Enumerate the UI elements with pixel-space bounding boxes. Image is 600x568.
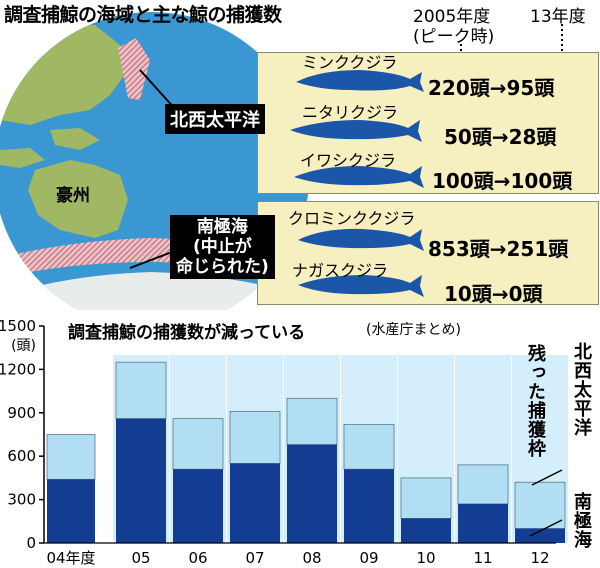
antarctic-bar bbox=[173, 469, 223, 543]
y-axis-unit: (頭) bbox=[11, 338, 36, 354]
catch-sei: 100頭→100頭 bbox=[432, 169, 573, 193]
antarctic-tag-line-1: 南極海 bbox=[196, 217, 248, 237]
map-label-australia: 豪州 bbox=[56, 186, 90, 206]
antarctic-bar bbox=[47, 479, 95, 543]
chart-title: 調査捕鯨の捕獲数が減っている bbox=[68, 323, 306, 343]
x-tick-label: 06 bbox=[188, 549, 207, 567]
chart-source: (水産庁まとめ) bbox=[366, 322, 461, 338]
catch-minke: 220頭→95頭 bbox=[428, 76, 555, 100]
x-tick-label: 07 bbox=[245, 549, 264, 567]
north-pacific-bar bbox=[115, 361, 167, 419]
x-tick-label: 10 bbox=[416, 549, 435, 567]
antarctic-bar bbox=[401, 518, 451, 543]
legend-north-pacific: 北西太平洋 bbox=[571, 342, 592, 437]
y-tick-label: 300 bbox=[7, 491, 36, 509]
antarctic-bar bbox=[230, 463, 280, 543]
north-pacific-bar bbox=[514, 481, 566, 529]
north-pacific-bar bbox=[457, 464, 509, 505]
x-tick-label: 05 bbox=[131, 549, 150, 567]
whale-name-brydes: ニタリクジラ bbox=[302, 103, 399, 122]
legend-pointer-np bbox=[531, 469, 563, 486]
north-pacific-bar bbox=[46, 434, 96, 480]
x-tick-label: 08 bbox=[302, 549, 321, 567]
north-pacific-bar bbox=[400, 477, 452, 519]
main-title: 調査捕鯨の海域と主な鯨の捕獲数 bbox=[4, 4, 282, 26]
x-tick-label: 11 bbox=[473, 549, 492, 567]
catch-antarctic-minke: 853頭→251頭 bbox=[428, 237, 569, 261]
north-pacific-bar bbox=[286, 397, 338, 446]
australia-land bbox=[28, 160, 128, 238]
y-tick-label: 900 bbox=[7, 404, 36, 422]
antarctic-bar bbox=[287, 444, 337, 543]
whale-name-fin: ナガスクジラ bbox=[292, 261, 389, 280]
y-tick-label: 0 bbox=[26, 534, 36, 552]
y-tick-label: 600 bbox=[7, 447, 36, 465]
year-header-from-note: (ピーク時) bbox=[413, 27, 495, 47]
north-pacific-zone bbox=[118, 38, 150, 100]
whale-name-sei: イワシクジラ bbox=[300, 151, 397, 170]
y-tick-label: 1500 bbox=[0, 317, 36, 335]
region-tag-antarctic: 南極海 (中止が 命じられた) bbox=[170, 215, 275, 279]
whale-name-minke: ミンククジラ bbox=[302, 53, 398, 72]
catch-fin: 10頭→0頭 bbox=[444, 282, 543, 306]
north-pacific-bar bbox=[172, 418, 224, 470]
antarctic-bar bbox=[458, 503, 508, 543]
legend-pointer-ant bbox=[529, 519, 563, 537]
north-pacific-bar bbox=[229, 410, 281, 464]
antarctic-bar bbox=[515, 528, 565, 543]
top-illustration bbox=[0, 12, 563, 310]
catch-brydes: 50頭→28頭 bbox=[444, 125, 557, 149]
x-tick-label: 09 bbox=[359, 549, 378, 567]
antarctic-bar bbox=[344, 469, 394, 543]
y-tick-label: 1200 bbox=[0, 360, 36, 378]
whale-name-antarctic-minke: クロミンククジラ bbox=[288, 209, 416, 228]
north-pacific-bar bbox=[343, 423, 395, 470]
x-tick-label: 04年度 bbox=[46, 549, 95, 567]
x-tick-label: 12 bbox=[530, 549, 549, 567]
legend-antarctic: 南極海 bbox=[571, 492, 592, 549]
region-tag-north-pacific: 北西太平洋 bbox=[165, 104, 265, 134]
antarctic-tag-line-2: (中止が bbox=[193, 237, 252, 257]
year-header-to: 13年度 bbox=[530, 7, 586, 27]
legend-remaining-quota: 残った捕獲枠 bbox=[525, 344, 546, 458]
antarctic-tag-line-3: 命じられた) bbox=[176, 257, 269, 277]
year-header-from: 2005年度 bbox=[413, 7, 491, 27]
antarctic-bar bbox=[116, 418, 166, 543]
